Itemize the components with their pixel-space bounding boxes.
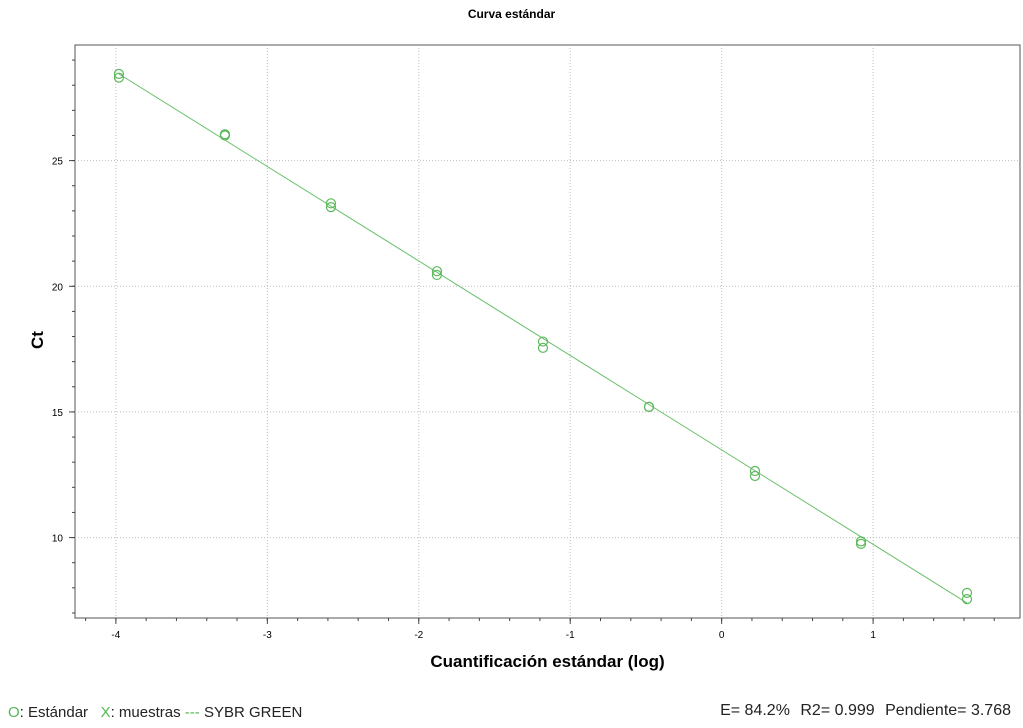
standard-point bbox=[643, 401, 655, 412]
fit-statistics: E= 84.2% R2= 0.999 Pendiente= 3.768 bbox=[714, 702, 1011, 720]
standard-curve-chart: -4 -3 -2 -1 0 1 10 15 20 25 bbox=[52, 44, 1021, 641]
y-tick-label: 20 bbox=[52, 282, 64, 293]
standard-symbol: O bbox=[8, 704, 20, 721]
slope-value: Pendiente= 3.768 bbox=[885, 702, 1011, 719]
regression-line bbox=[118, 73, 968, 604]
standard-point bbox=[855, 536, 867, 547]
standard-point bbox=[961, 594, 973, 605]
x-tick-label: -1 bbox=[566, 630, 575, 641]
samples-label: : muestras bbox=[110, 704, 181, 721]
standard-label: : Estándar bbox=[19, 704, 89, 721]
standard-point bbox=[325, 198, 337, 209]
data-points bbox=[113, 68, 973, 605]
x-tick-label: -4 bbox=[111, 630, 120, 641]
r2-value: R2= 0.999 bbox=[800, 702, 875, 719]
x-tick-label: 1 bbox=[870, 630, 876, 641]
x-tick-label: -2 bbox=[414, 630, 423, 641]
line-symbol: --- bbox=[184, 704, 200, 721]
x-tick-label: -3 bbox=[263, 630, 272, 641]
x-tick-label: 0 bbox=[719, 630, 725, 641]
legend: O: Estándar X: muestras --- SYBR GREEN bbox=[8, 704, 302, 721]
standard-point bbox=[113, 68, 125, 80]
standard-point bbox=[961, 587, 973, 598]
standard-point bbox=[219, 130, 231, 141]
grid bbox=[75, 45, 1020, 618]
y-axis-label: Ct bbox=[28, 331, 47, 349]
chart-title: Curva estándar bbox=[467, 7, 556, 21]
standard-point bbox=[113, 72, 125, 83]
x-axis-label: Cuantificación estándar (log) bbox=[430, 652, 665, 671]
plot-area bbox=[74, 44, 1021, 619]
line-label: SYBR GREEN bbox=[199, 704, 303, 721]
standard-point bbox=[749, 470, 761, 482]
y-tick-label: 10 bbox=[52, 534, 64, 545]
efficiency-value: E= 84.2% bbox=[720, 702, 790, 719]
standard-point bbox=[537, 342, 549, 353]
standard-point bbox=[855, 538, 867, 549]
standard-point bbox=[537, 336, 549, 347]
samples-symbol: X bbox=[100, 704, 111, 721]
axis-ticks: -4 -3 -2 -1 0 1 10 15 20 25 bbox=[52, 59, 995, 641]
standard-point bbox=[749, 465, 761, 477]
y-tick-label: 15 bbox=[52, 408, 64, 419]
standard-point bbox=[431, 269, 443, 281]
y-tick-label: 25 bbox=[52, 157, 64, 168]
standard-point bbox=[325, 201, 337, 213]
standard-point bbox=[431, 266, 443, 277]
